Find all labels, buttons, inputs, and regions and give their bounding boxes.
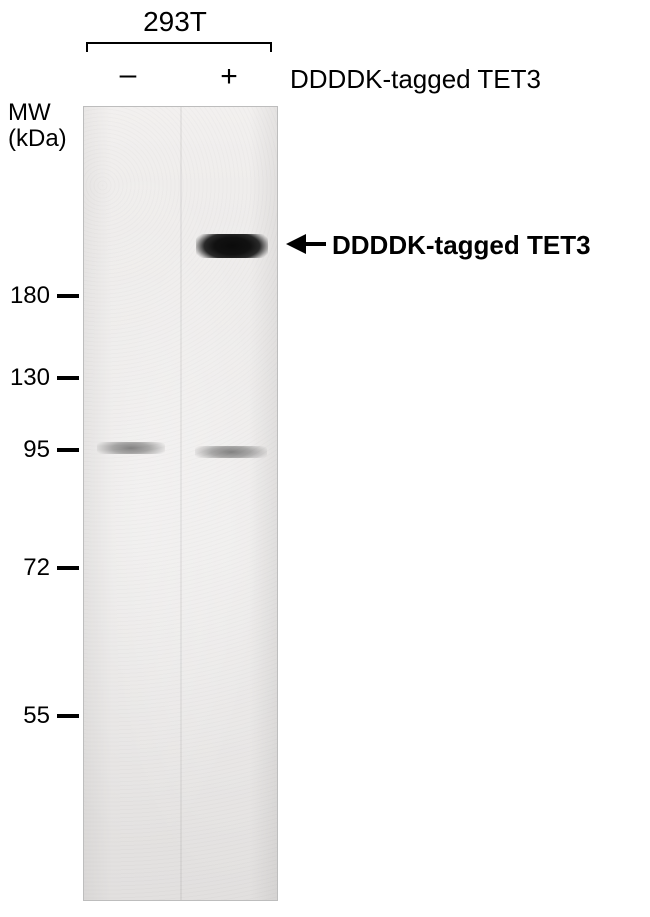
blot-frame [83,106,278,901]
marker-label-180: 180 [8,282,50,310]
sample-bracket-drop-left [86,42,88,52]
marker-tick-130 [57,376,79,380]
blot-noise-texture [83,106,278,901]
band-pointer-line [306,242,326,246]
marker-label-72: 72 [18,554,50,582]
cell-line-label: 293T [135,6,215,38]
blot-image [83,106,278,901]
sample-bracket-drop-right [270,42,272,52]
band-nonspecific-neg [97,442,165,454]
marker-label-95: 95 [18,436,50,464]
sample-bracket-horizontal [86,42,272,44]
band-pointer-arrowhead-icon [286,234,306,254]
band-tet3-tagged [196,234,268,258]
transfection-construct-label: DDDDK-tagged TET3 [290,64,541,95]
band-pointer-label: DDDDK-tagged TET3 [332,230,591,261]
marker-tick-180 [57,294,79,298]
mw-axis-line2: (kDa) [8,125,67,152]
mw-axis-line1: MW [8,99,51,126]
lane-sign-minus: – [113,58,143,92]
marker-label-130: 130 [8,364,50,392]
mw-axis-label: MW (kDa) [8,100,67,153]
marker-label-55: 55 [18,702,50,730]
marker-tick-55 [57,714,79,718]
figure-container: { "figure": { "width_px": 650, "height_p… [0,0,650,917]
band-nonspecific-pos [195,446,267,458]
lane-sign-plus: + [214,60,244,94]
marker-tick-72 [57,566,79,570]
marker-tick-95 [57,448,79,452]
